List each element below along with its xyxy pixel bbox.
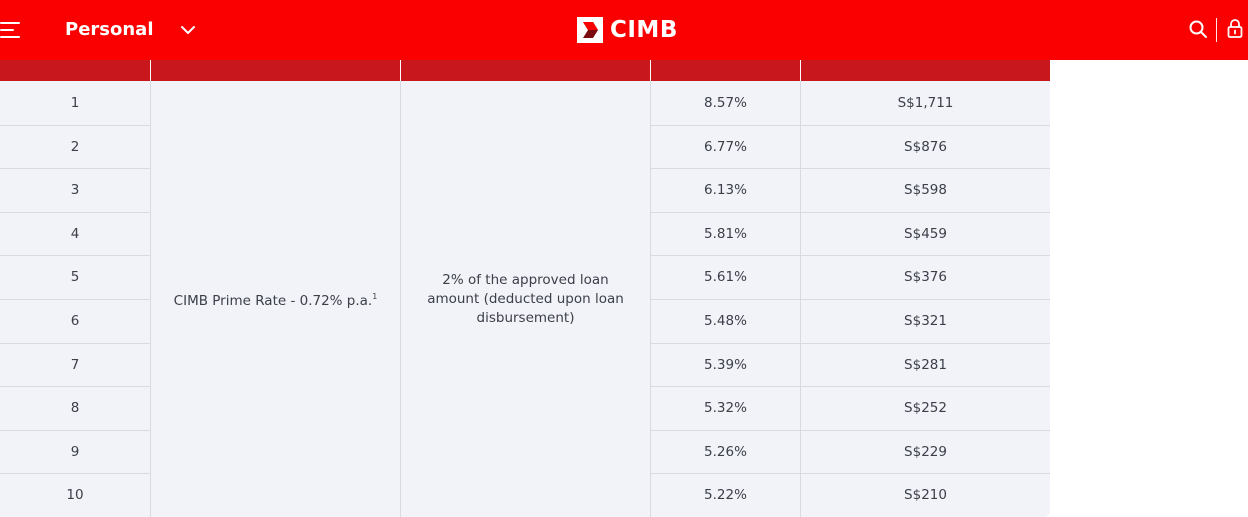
row-divider [0,386,150,387]
column-divider [650,81,651,517]
row-divider [651,343,1050,344]
tenure-cell: 1 [70,95,80,111]
interest-rate-text: CIMB Prime Rate - 0.72% p.a. [173,293,373,309]
tenure-cell: 3 [70,182,80,198]
monthly-instalment-cell: S$876 [904,139,947,155]
tenure-cell: 4 [70,226,80,242]
eir-cell: 5.22% [704,487,747,503]
interest-rate-cell: CIMB Prime Rate - 0.72% p.a.1 [151,81,400,517]
row-divider [651,299,1050,300]
search-icon[interactable] [1188,19,1208,39]
row-divider [0,212,150,213]
header-cell-processing-fee [401,60,651,81]
header-cell-monthly [801,60,1050,81]
brand-name: CIMB [610,17,678,43]
monthly-instalment-cell: S$376 [904,269,947,285]
eir-cell: 5.26% [704,444,747,460]
row-divider [0,343,150,344]
column-divider [400,81,401,517]
row-divider [0,473,150,474]
monthly-instalment-cell: S$210 [904,487,947,503]
header-cell-tenure [0,60,151,81]
column-divider [800,81,801,517]
footnote-marker: 1 [372,292,378,301]
loan-rates-table: 1 8.57% S$1,711 2 6.77% S$876 3 6.13% S$598 4 5.81… [0,60,1050,517]
tenure-cell: 8 [70,400,80,416]
column-divider [150,81,151,517]
row-divider [0,299,150,300]
monthly-instalment-cell: S$598 [904,182,947,198]
monthly-instalment-cell: S$229 [904,444,947,460]
header-cell-eir [651,60,801,81]
header-divider [1216,18,1217,42]
site-header: Personal CIMB [0,0,1248,60]
tenure-cell: 2 [70,139,80,155]
row-divider [651,386,1050,387]
lock-icon[interactable] [1227,18,1243,38]
monthly-instalment-cell: S$252 [904,400,947,416]
tenure-cell: 5 [70,269,80,285]
segment-selector-label[interactable]: Personal [65,19,154,40]
row-divider [651,473,1050,474]
chevron-down-icon[interactable] [180,24,196,36]
monthly-instalment-cell: S$281 [904,357,947,373]
eir-cell: 8.57% [704,95,747,111]
tenure-cell: 9 [70,444,80,460]
tenure-cell: 10 [66,487,84,503]
row-divider [0,255,150,256]
processing-fee-cell: 2% of the approved loan amount (deducted… [401,81,650,517]
monthly-instalment-cell: S$321 [904,313,947,329]
monthly-instalment-cell: S$1,711 [897,95,954,111]
eir-cell: 5.81% [704,226,747,242]
row-divider [651,212,1050,213]
eir-cell: 5.32% [704,400,747,416]
table-header-row [0,60,1050,81]
eir-cell: 6.13% [704,182,747,198]
eir-cell: 5.39% [704,357,747,373]
eir-cell: 6.77% [704,139,747,155]
row-divider [651,255,1050,256]
row-divider [0,125,150,126]
tenure-cell: 7 [70,357,80,373]
row-divider [0,168,150,169]
header-cell-interest-rate [151,60,401,81]
eir-cell: 5.48% [704,313,747,329]
row-divider [0,430,150,431]
cimb-logo-mark [577,17,603,43]
processing-fee-text: 2% of the approved loan amount (deducted… [427,271,624,326]
row-divider [651,125,1050,126]
row-divider [651,168,1050,169]
eir-cell: 5.61% [704,269,747,285]
tenure-cell: 6 [70,313,80,329]
row-divider [651,430,1050,431]
monthly-instalment-cell: S$459 [904,226,947,242]
menu-icon[interactable] [0,21,22,39]
cimb-logo[interactable]: CIMB [577,17,678,43]
